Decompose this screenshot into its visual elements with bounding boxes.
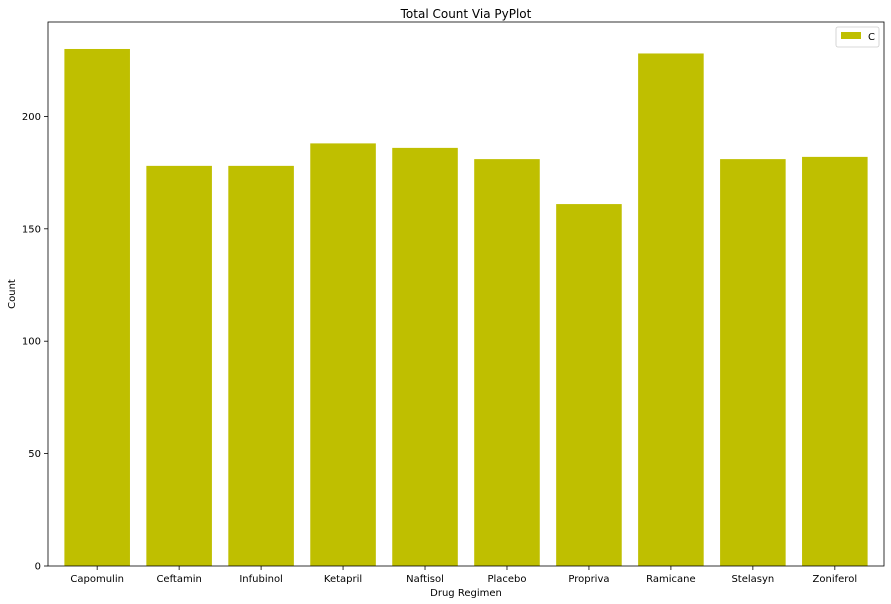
x-tick-label: Naftisol	[406, 574, 444, 585]
x-tick-label: Infubinol	[239, 574, 283, 585]
y-tick-label: 200	[22, 112, 41, 123]
bar-group	[64, 48, 868, 567]
x-axis: Capomulin Ceftamin Infubinol Ketapril Naftis…	[70, 566, 857, 585]
chart-title: Total Count Via PyPlot	[400, 7, 532, 21]
legend-label: C	[868, 32, 875, 43]
x-tick-label: Propriva	[568, 574, 609, 585]
x-tick-label: Capomulin	[70, 574, 124, 585]
x-axis-label: Drug Regimen	[430, 588, 502, 599]
x-tick-label: Ceftamin	[156, 574, 201, 585]
y-axis: 0 50 100 150 200	[22, 112, 48, 573]
bar-propriva	[556, 204, 622, 566]
y-tick-label: 150	[22, 224, 41, 235]
y-axis-label: Count	[7, 279, 18, 309]
x-tick-label: Ramicane	[646, 574, 696, 585]
legend: C	[835, 26, 880, 48]
y-tick-label: 50	[28, 449, 41, 460]
bar-naftisol	[392, 147, 458, 566]
bar-stelasyn	[720, 159, 786, 566]
y-tick-label: 100	[22, 337, 41, 348]
bar-ceftamin	[146, 165, 212, 566]
bar-ketapril	[310, 143, 376, 566]
legend-swatch	[841, 32, 861, 39]
bar-capomulin	[64, 48, 130, 567]
bar-ramicane	[638, 53, 704, 567]
x-tick-label: Stelasyn	[731, 574, 774, 585]
bar-infubinol	[228, 165, 294, 566]
plot-area-frame	[47, 21, 885, 567]
x-tick-label: Ketapril	[324, 574, 362, 585]
bar-placebo	[474, 159, 540, 566]
y-tick-label: 0	[35, 562, 41, 573]
bar-zoniferol	[802, 156, 868, 566]
x-tick-label: Placebo	[487, 574, 526, 585]
x-tick-label: Zoniferol	[813, 574, 858, 585]
